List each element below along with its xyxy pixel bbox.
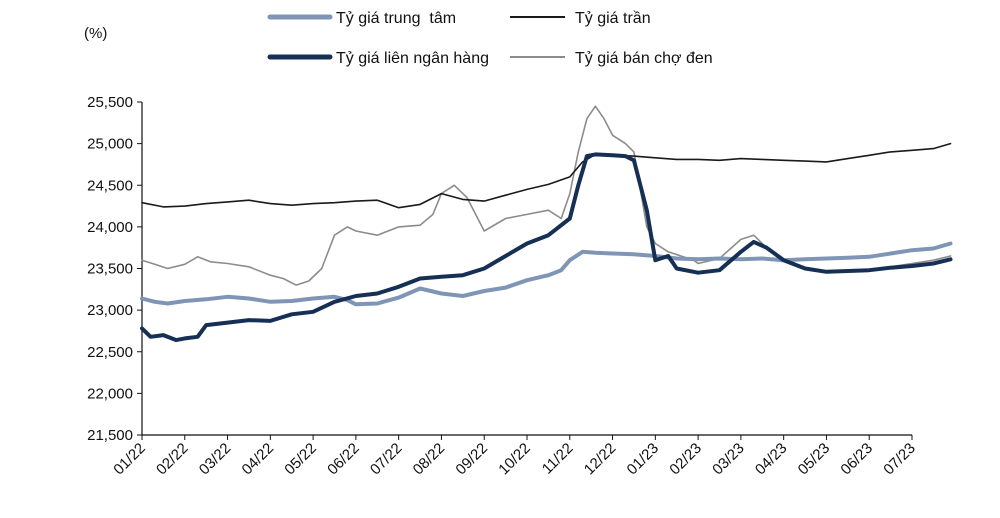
legend-label-interbank-rate: Tỷ giá liên ngân hàng — [336, 50, 489, 67]
legend-label-central-rate: Tỷ giá trung tâm — [336, 10, 456, 27]
x-tick-label: 11/22 — [539, 440, 577, 478]
legend: Tỷ giá trung tâm Tỷ giá trần Tỷ giá liên… — [267, 10, 713, 67]
legend-item-black-market-rate: Tỷ giá bán chợ đen — [510, 50, 713, 67]
legend-item-central-rate: Tỷ giá trung tâm — [267, 10, 456, 27]
legend-label-black-market-rate: Tỷ giá bán chợ đen — [575, 50, 713, 67]
y-tick-label: 22,500 — [87, 344, 133, 361]
legend-item-ceiling-rate: Tỷ giá trần — [510, 10, 651, 27]
y-tick-label: 25,500 — [87, 94, 133, 111]
series-line-central-rate — [140, 241, 953, 307]
series-line-ceiling-rate — [141, 142, 952, 209]
x-tick-label: 03/23 — [709, 440, 748, 479]
x-tick-label: 09/22 — [452, 440, 491, 479]
x-tick-label: 06/23 — [837, 440, 876, 479]
legend-label-ceiling-rate: Tỷ giá trần — [575, 10, 651, 27]
x-tick-label: 04/23 — [752, 440, 791, 479]
x-tick-label: 05/22 — [281, 440, 320, 479]
y-tick-label: 22,000 — [87, 385, 133, 402]
x-tick-label: 07/22 — [367, 440, 406, 479]
x-tick-label: 06/22 — [324, 440, 363, 479]
y-tick-label: 23,000 — [87, 302, 133, 319]
x-tick-label: 01/23 — [624, 440, 663, 479]
y-axis-unit-label: (%) — [84, 25, 107, 42]
series-lines — [140, 105, 953, 343]
y-tick-label: 25,000 — [87, 136, 133, 153]
x-tick-label: 08/22 — [410, 440, 449, 479]
legend-item-interbank-rate: Tỷ giá liên ngân hàng — [267, 50, 489, 67]
x-tick-label: 05/23 — [795, 440, 834, 479]
x-tick-label: 01/22 — [110, 440, 149, 479]
x-tick-label: 03/22 — [196, 440, 235, 479]
x-tick-label: 02/23 — [666, 440, 705, 479]
x-tick-label: 02/22 — [153, 440, 192, 479]
series-line-interbank-rate — [140, 152, 953, 343]
y-axis: 21,500 22,000 22,500 23,000 23,500 24,000 24,5… — [87, 94, 143, 444]
x-tick-label: 12/22 — [581, 440, 620, 479]
y-tick-label: 24,500 — [87, 177, 133, 194]
x-tick-label: 10/22 — [495, 440, 534, 479]
x-axis: 01/22 02/22 03/22 04/22 05/22 06/22 07/22 08/22… — [110, 434, 919, 479]
y-tick-label: 23,500 — [87, 261, 133, 278]
y-tick-label: 24,000 — [87, 219, 133, 236]
x-tick-label: 04/22 — [239, 440, 278, 479]
x-tick-label: 07/23 — [880, 440, 919, 479]
y-tick-label: 21,500 — [87, 427, 133, 444]
